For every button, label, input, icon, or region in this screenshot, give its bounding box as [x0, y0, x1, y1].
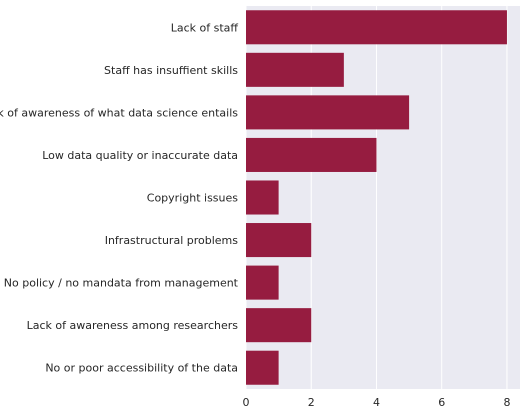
- category-label: Infrastructural problems: [105, 234, 239, 247]
- bar: [246, 10, 507, 45]
- category-labels: Lack of staff Staff has insuffient skills…: [0, 21, 239, 374]
- bar: [246, 350, 279, 385]
- bar: [246, 52, 344, 87]
- bar: [246, 265, 279, 300]
- category-label: Copyright issues: [147, 192, 239, 205]
- bar: [246, 95, 410, 130]
- category-label: Low data quality or inaccurate data: [42, 149, 238, 162]
- bar: [246, 308, 312, 343]
- category-label: Lack of awareness among researchers: [27, 319, 239, 332]
- x-tick-label: 2: [308, 396, 315, 409]
- category-label: Staff has insuffient skills: [104, 64, 238, 77]
- bar: [246, 223, 312, 258]
- category-label: No or poor accessibility of the data: [45, 362, 238, 375]
- bar: [246, 180, 279, 215]
- category-label: Lack of staff: [171, 21, 239, 34]
- x-tick-label: 8: [503, 396, 510, 409]
- x-tick-label: 6: [438, 396, 445, 409]
- x-tick-label: 4: [373, 396, 380, 409]
- x-tick-label: 0: [243, 396, 250, 409]
- category-label: No policy / no mandata from management: [4, 277, 239, 290]
- bar: [246, 137, 377, 172]
- category-label: Lack of awareness of what data science e…: [0, 106, 238, 119]
- bars: [246, 10, 507, 385]
- x-axis-ticks: 0 2 4 6 8: [243, 396, 511, 409]
